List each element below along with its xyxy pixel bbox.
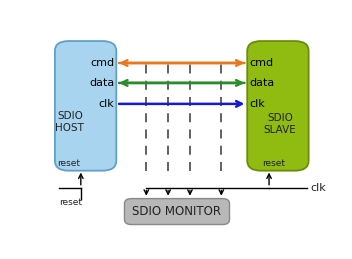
- Text: clk: clk: [311, 183, 327, 193]
- Text: reset: reset: [262, 159, 285, 168]
- Text: reset: reset: [57, 159, 80, 168]
- Text: data: data: [249, 78, 275, 88]
- Text: data: data: [89, 78, 114, 88]
- FancyBboxPatch shape: [247, 41, 309, 171]
- Text: SDIO MONITOR: SDIO MONITOR: [132, 205, 221, 218]
- Text: clk: clk: [249, 99, 265, 109]
- Text: cmd: cmd: [90, 58, 114, 68]
- Text: SDIO
SLAVE: SDIO SLAVE: [264, 113, 296, 135]
- FancyBboxPatch shape: [55, 41, 116, 171]
- Text: cmd: cmd: [249, 58, 273, 68]
- FancyBboxPatch shape: [125, 199, 230, 225]
- Text: reset: reset: [59, 198, 82, 207]
- Text: SDIO
HOST: SDIO HOST: [56, 111, 84, 133]
- Text: clk: clk: [99, 99, 114, 109]
